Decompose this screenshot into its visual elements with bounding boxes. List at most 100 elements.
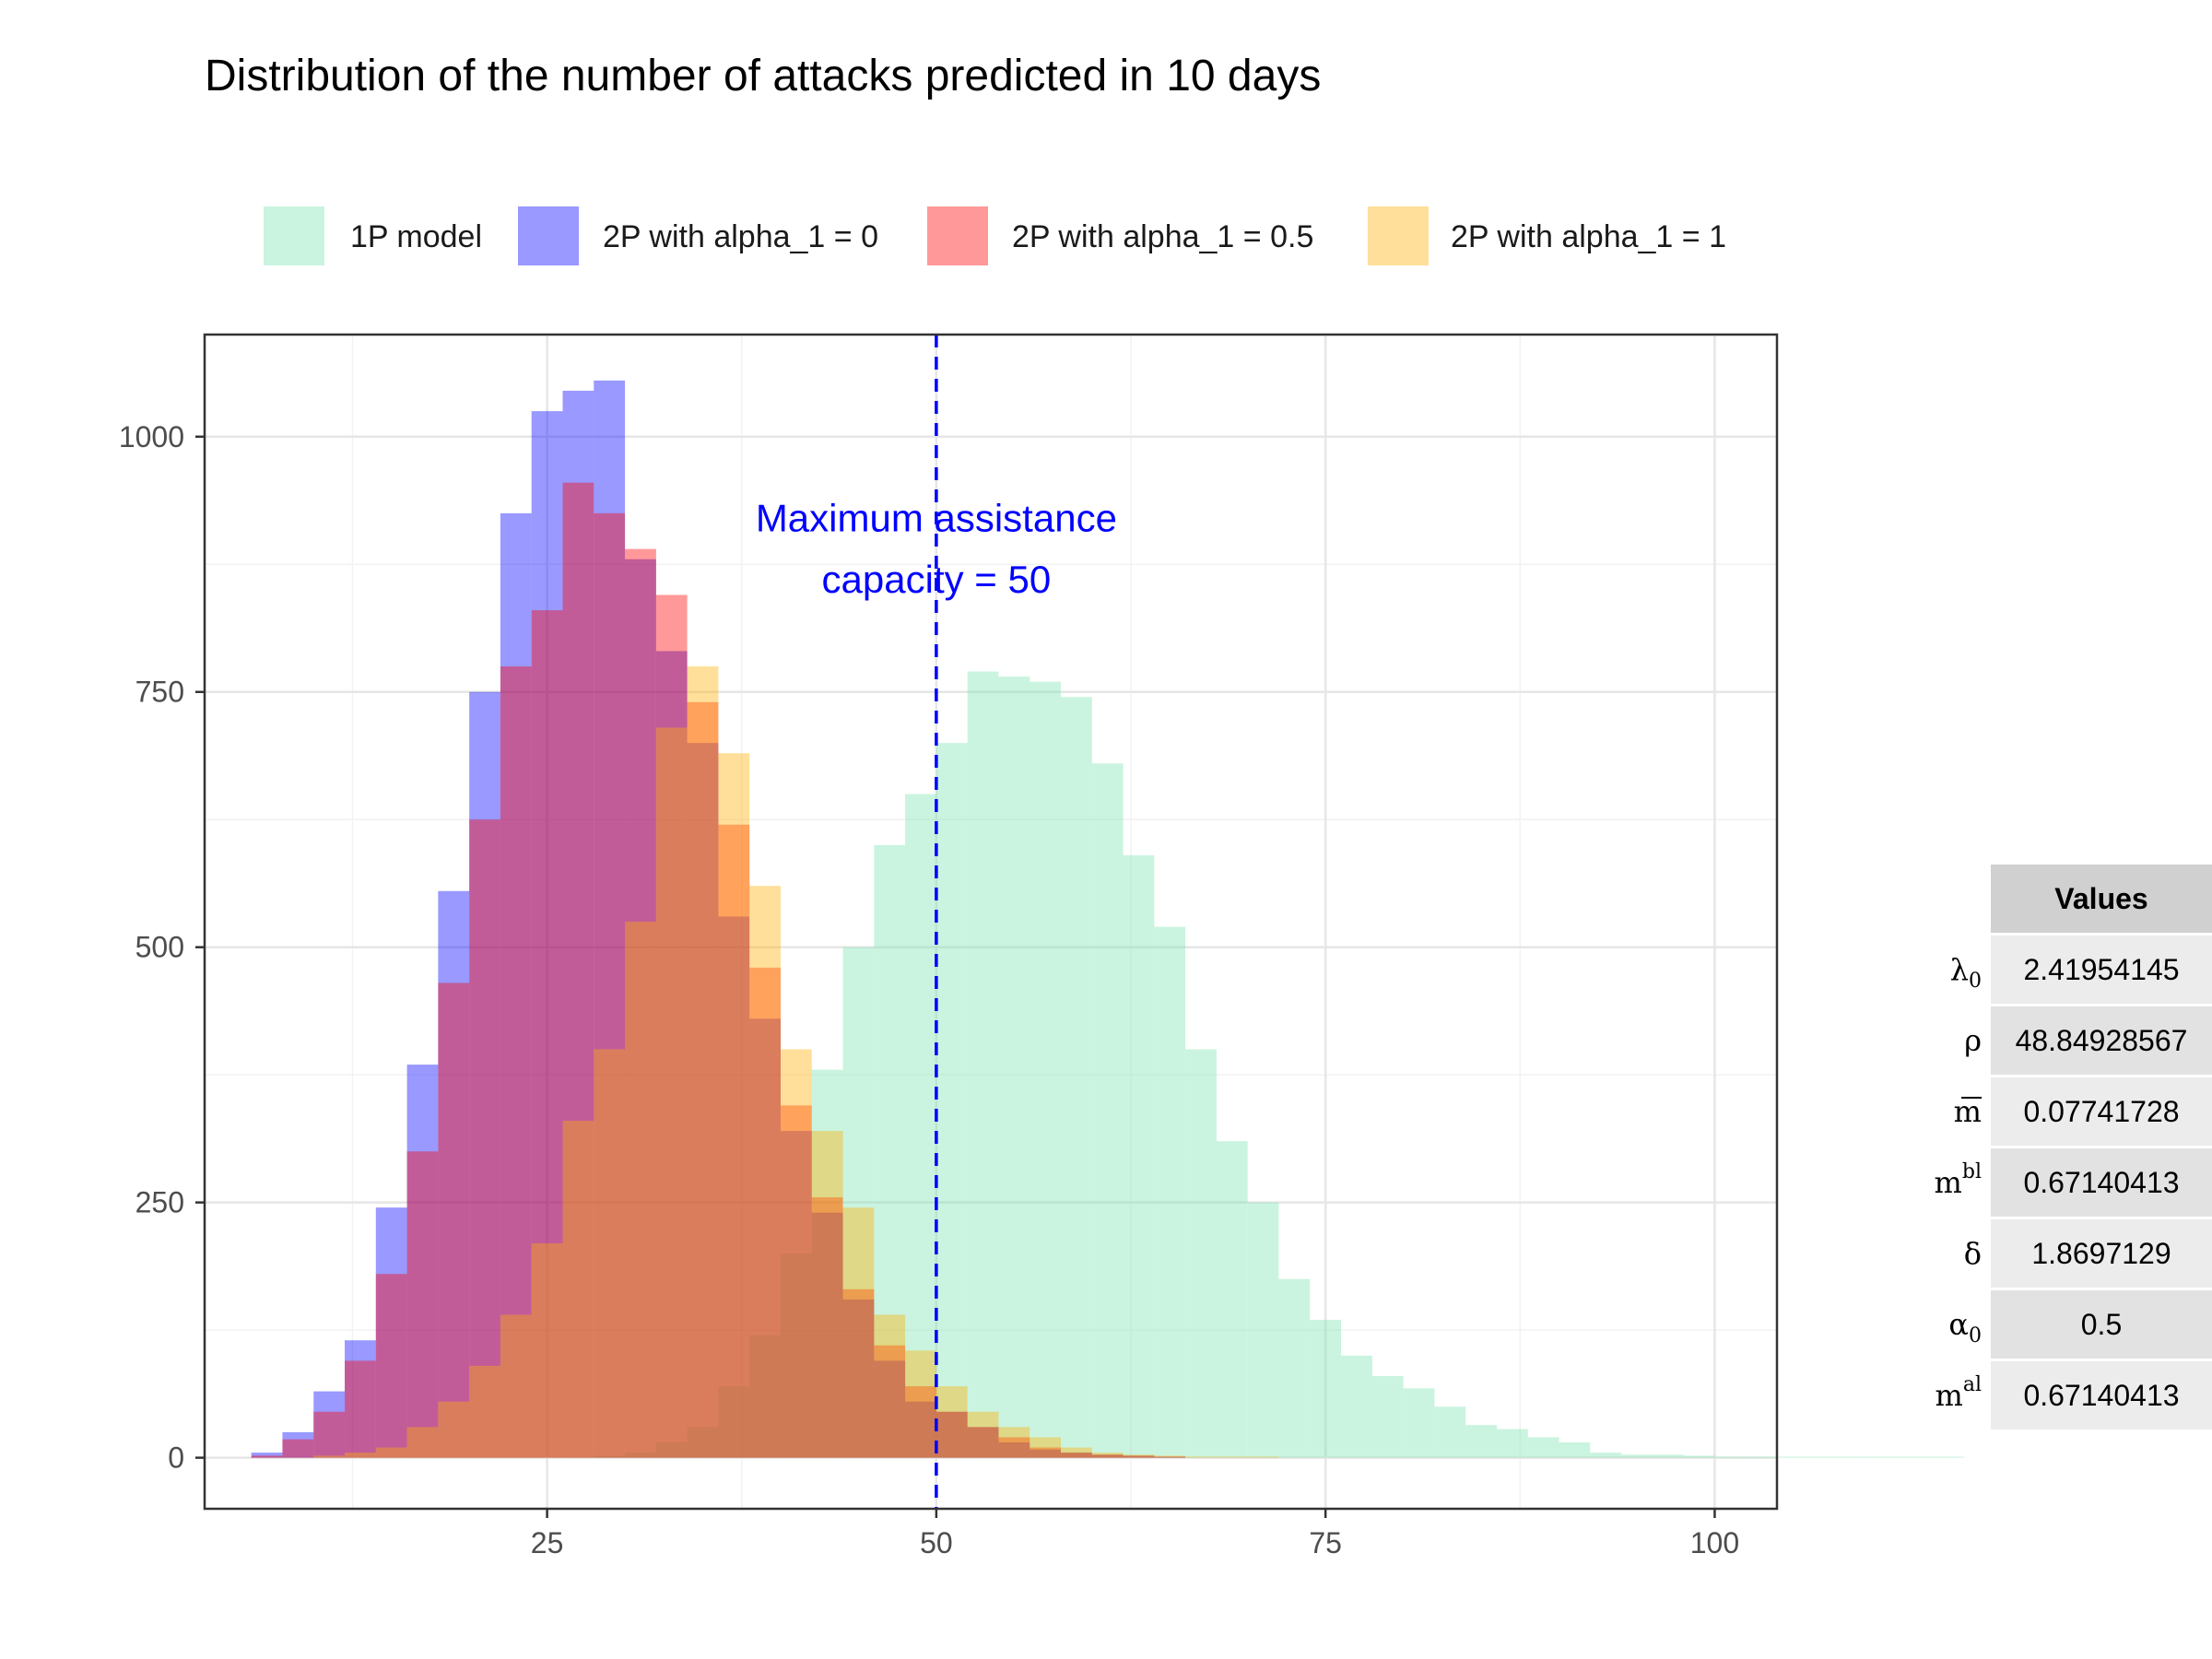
- bar: [905, 1350, 936, 1458]
- bar: [1434, 1406, 1466, 1458]
- bar: [1216, 1141, 1248, 1458]
- table-param-label: m: [1954, 1094, 1982, 1129]
- legend-item: 2P with alpha_1 = 0.5: [927, 206, 1313, 265]
- x-tick-label: 25: [531, 1526, 564, 1559]
- bar: [1030, 1447, 1062, 1458]
- bar: [780, 1253, 812, 1458]
- bar: [1714, 1456, 1747, 1458]
- bar: [375, 1207, 407, 1458]
- bar: [438, 1401, 470, 1458]
- bar: [531, 610, 563, 1458]
- bar: [718, 824, 750, 1458]
- bar: [874, 844, 906, 1458]
- table-param-label: mbl: [1935, 1160, 1982, 1200]
- panel-background: [205, 335, 1777, 1509]
- bar: [625, 922, 656, 1458]
- bar: [251, 1455, 283, 1458]
- bar: [687, 743, 719, 1458]
- bar: [874, 1314, 906, 1458]
- bar: [811, 1197, 843, 1458]
- table-cell: [1991, 1219, 2212, 1288]
- table-value: 0.67140413: [2023, 1379, 2179, 1412]
- bar: [780, 1049, 812, 1458]
- table-cell: [1991, 1148, 2212, 1217]
- param-subscript: 0: [1969, 1324, 1982, 1347]
- bar: [1310, 1320, 1342, 1458]
- bar: [1185, 1049, 1217, 1458]
- table-row: 0.5 α0: [1948, 1290, 2212, 1359]
- bar: [1091, 1454, 1124, 1458]
- bar: [625, 548, 656, 1458]
- bar: [718, 916, 750, 1458]
- bar: [562, 482, 594, 1458]
- bar: [1278, 1278, 1311, 1458]
- bar: [562, 1121, 594, 1458]
- bar: [1559, 1441, 1591, 1458]
- legend-label: 2P with alpha_1 = 0: [603, 219, 878, 254]
- bar: [655, 594, 688, 1458]
- legend-label: 1P model: [350, 219, 482, 254]
- bar: [842, 1207, 875, 1458]
- legend-item: 2P with alpha_1 = 0: [518, 206, 878, 265]
- param-symbol: δ: [1964, 1236, 1982, 1271]
- table-value: 48.84928567: [2016, 1024, 2188, 1057]
- bar: [345, 1340, 376, 1458]
- bar: [469, 691, 500, 1458]
- bar: [718, 1386, 750, 1458]
- bar: [687, 701, 719, 1458]
- table-cell: [1991, 1077, 2212, 1146]
- bar: [1932, 1456, 1964, 1458]
- bar: [469, 1365, 500, 1458]
- bar: [313, 1391, 346, 1458]
- table-param-label: δ: [1964, 1236, 1982, 1271]
- legend: 1P model 2P with alpha_1 = 0 2P with alpha…: [264, 206, 1726, 265]
- bar: [1496, 1429, 1528, 1458]
- bar: [967, 671, 999, 1458]
- table-param-label: ρ: [1964, 1023, 1982, 1058]
- bar: [282, 1431, 314, 1458]
- bar: [500, 512, 532, 1458]
- bar: [935, 1386, 968, 1458]
- bar: [842, 1288, 875, 1458]
- bar: [935, 1411, 968, 1458]
- bar: [1216, 1456, 1248, 1458]
- bar: [282, 1439, 314, 1458]
- bar: [1091, 1453, 1124, 1458]
- series-1: [594, 671, 1964, 1458]
- bar: [531, 1242, 563, 1458]
- series-2: [251, 380, 1186, 1458]
- bar: [811, 1069, 843, 1458]
- annotations: Maximum assistance capacity = 50: [756, 496, 1117, 600]
- bar: [1030, 1437, 1062, 1458]
- plot-area: Maximum assistance capacity = 50: [203, 333, 1964, 1511]
- legend-key: [1368, 206, 1429, 265]
- bar: [967, 1427, 999, 1458]
- bar: [1621, 1454, 1653, 1458]
- bar: [655, 1441, 688, 1458]
- table-row: 0.07741728 m: [1954, 1077, 2212, 1146]
- bar: [1154, 1455, 1186, 1458]
- bar: [935, 1411, 968, 1458]
- param-symbol: m: [1936, 1378, 1963, 1413]
- param-symbol: α: [1948, 1307, 1969, 1342]
- x-tick-label: 75: [1309, 1526, 1342, 1559]
- bar: [1465, 1425, 1497, 1458]
- bar: [967, 1411, 999, 1458]
- bar: [1590, 1453, 1622, 1458]
- bar: [1901, 1456, 1933, 1458]
- bar: [1061, 1453, 1092, 1458]
- bar: [313, 1455, 346, 1458]
- bar: [313, 1411, 346, 1458]
- bar: [531, 411, 563, 1458]
- bar: [1030, 681, 1062, 1458]
- table-row: 0.67140413 mal: [1936, 1361, 2212, 1430]
- table-header-cell: [1991, 865, 2212, 933]
- table-value: 1.8697129: [2031, 1237, 2171, 1270]
- bar: [406, 1151, 439, 1458]
- bar: [1123, 1454, 1155, 1458]
- bar: [1123, 854, 1155, 1458]
- legend-key: [264, 206, 324, 265]
- bar: [749, 967, 781, 1458]
